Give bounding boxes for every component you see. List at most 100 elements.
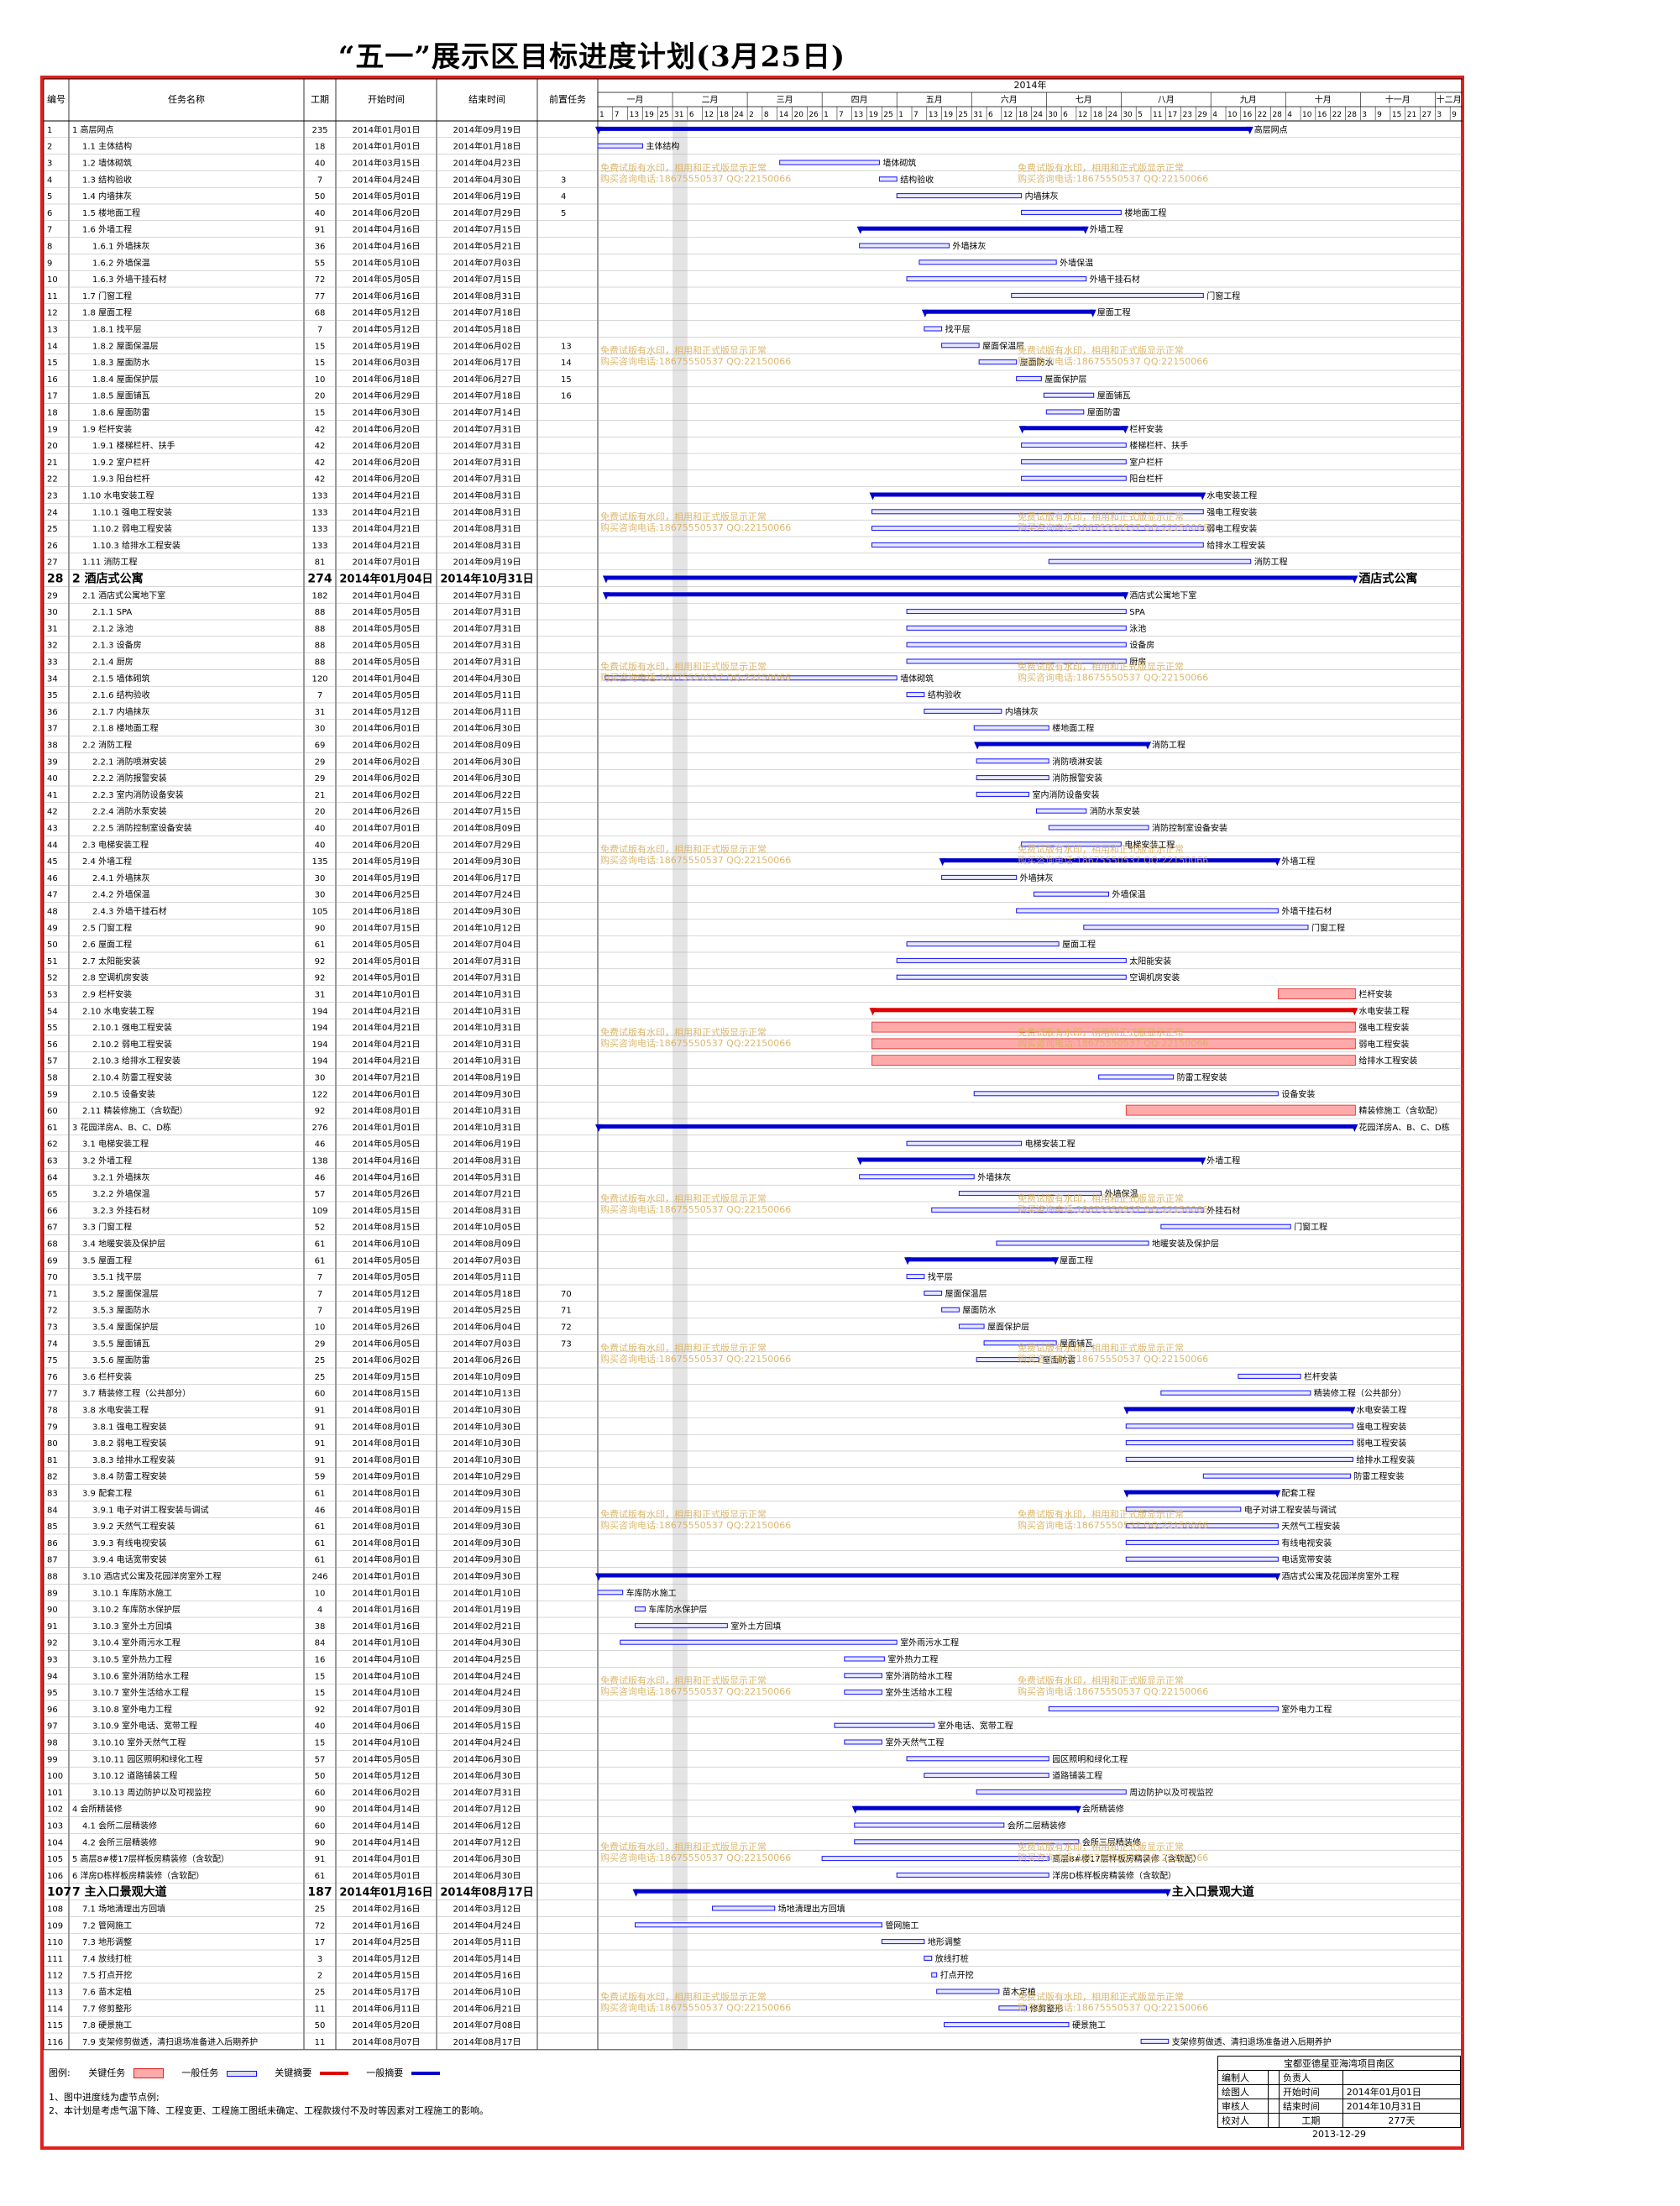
row-name: 3.2 外墙工程 bbox=[82, 1155, 132, 1166]
row-name: 7.2 管网施工 bbox=[82, 1920, 132, 1931]
summary-bar bbox=[859, 226, 1086, 231]
day-tick-label: 30 bbox=[1123, 111, 1133, 119]
row-duration: 50 bbox=[315, 2021, 326, 2030]
row-duration: 18 bbox=[315, 143, 326, 152]
row-end: 2014年08月09日 bbox=[453, 740, 521, 751]
row-id: 8 bbox=[47, 243, 52, 252]
row-end: 2014年06月21日 bbox=[453, 2003, 521, 2014]
row-start: 2014年05月20日 bbox=[353, 2020, 421, 2030]
row-id: 77 bbox=[47, 1390, 58, 1399]
row-duration: 91 bbox=[315, 1423, 326, 1432]
row-name: 1.11 消防工程 bbox=[82, 557, 137, 568]
row-start: 2014年04月21日 bbox=[353, 1005, 421, 1016]
row-start: 2014年05月05日 bbox=[353, 606, 421, 617]
watermark: 购买咨询电话:18675550537 QQ:22150066 bbox=[1018, 854, 1208, 866]
row-id: 116 bbox=[47, 2038, 63, 2047]
row-start: 2014年08月01日 bbox=[353, 1105, 421, 1116]
bar-label: 精装修工程（公共部分） bbox=[1314, 1388, 1406, 1399]
row-name: 1.7 门窗工程 bbox=[82, 291, 132, 301]
row-end: 2014年06月30日 bbox=[453, 1753, 521, 1764]
row-id: 61 bbox=[47, 1124, 58, 1133]
row-end: 2014年09月30日 bbox=[453, 1088, 521, 1099]
row-name: 3.6 栏杆安装 bbox=[82, 1371, 132, 1382]
row-id: 5 bbox=[47, 192, 52, 202]
row-id: 88 bbox=[47, 1573, 58, 1582]
col-header: 任务名称 bbox=[168, 93, 205, 105]
row-start: 2014年01月01日 bbox=[353, 124, 421, 135]
row-duration: 120 bbox=[311, 674, 327, 684]
bar-label: 找平层 bbox=[945, 324, 971, 335]
row-id: 66 bbox=[47, 1207, 58, 1216]
row-duration: 20 bbox=[315, 808, 326, 817]
day-tick-label: 15 bbox=[1392, 111, 1401, 119]
row-start: 2014年04月14日 bbox=[353, 1837, 421, 1847]
row-name: 7.9 支架修剪做透，清扫退场准备进入后期养护 bbox=[82, 2036, 258, 2047]
row-id: 6 bbox=[47, 209, 52, 218]
row-end: 2014年07月12日 bbox=[453, 1804, 521, 1815]
summary-cap bbox=[856, 226, 864, 234]
row-duration: 135 bbox=[311, 857, 327, 867]
row-end: 2014年04月23日 bbox=[453, 158, 521, 169]
day-tick-label: 1 bbox=[599, 111, 604, 119]
bar-label: 栏杆安装 bbox=[1358, 989, 1392, 1000]
task-bar bbox=[973, 725, 1049, 731]
summary-cap bbox=[1274, 1490, 1281, 1498]
row-end: 2014年07月03日 bbox=[453, 1255, 521, 1265]
bar-label: 周边防护以及可视监控 bbox=[1129, 1787, 1213, 1798]
row-name: 3.5.5 屋面铺瓦 bbox=[92, 1338, 150, 1349]
bar-label: 弱电工程安装 bbox=[1358, 1039, 1409, 1050]
row-start: 2014年05月05日 bbox=[353, 689, 421, 700]
day-tick-label: 19 bbox=[644, 111, 654, 119]
task-bar bbox=[1125, 1440, 1353, 1446]
row-end: 2014年10月09日 bbox=[453, 1371, 521, 1382]
row-end: 2014年07月31日 bbox=[453, 457, 521, 468]
row-end: 2014年08月17日 bbox=[440, 1886, 533, 1899]
row-start: 2014年05月19日 bbox=[353, 856, 421, 867]
row-id: 69 bbox=[47, 1256, 58, 1265]
bar-label: 洋房D栋样板房精装修（含软配） bbox=[1052, 1870, 1176, 1881]
row-name: 3.10.7 室外生活给水工程 bbox=[92, 1687, 189, 1698]
row-end: 2014年01月18日 bbox=[453, 141, 521, 152]
legend: 图例: 关键任务 一般任务 关键摘要 一般摘要 bbox=[49, 2066, 455, 2079]
row-end: 2014年09月19日 bbox=[453, 557, 521, 568]
row-start: 2014年01月04日 bbox=[353, 673, 421, 684]
legend-critical-task-swatch bbox=[133, 2068, 164, 2078]
row-duration: 10 bbox=[315, 1589, 326, 1598]
row-duration: 60 bbox=[315, 1390, 326, 1399]
summary-cap bbox=[1164, 1889, 1171, 1897]
row-name: 2.10.1 强电工程安装 bbox=[92, 1022, 172, 1033]
row-end: 2014年10月12日 bbox=[453, 922, 521, 933]
row-duration: 60 bbox=[315, 1822, 326, 1831]
row-name: 7.8 硬景施工 bbox=[82, 2020, 132, 2030]
bar-label: 外墙抹灰 bbox=[977, 1171, 1011, 1182]
row-end: 2014年09月30日 bbox=[453, 1538, 521, 1548]
task-bar bbox=[1125, 1523, 1279, 1529]
task-bar bbox=[871, 509, 1204, 515]
watermark: 免费试版有水印，相用和正式版显示正常 bbox=[600, 1192, 767, 1204]
bar-label: 外墙干挂石材 bbox=[1281, 906, 1332, 917]
row-start: 2014年04月21日 bbox=[353, 1056, 421, 1066]
row-name: 2.1.8 楼地面工程 bbox=[92, 723, 159, 734]
row-id: 73 bbox=[47, 1323, 58, 1333]
watermark: 免费试版有水印，相用和正式版显示正常 bbox=[1018, 843, 1184, 855]
watermark: 购买咨询电话:18675550537 QQ:22150066 bbox=[600, 2001, 791, 2013]
bar-label: 高层网点 bbox=[1254, 124, 1288, 135]
row-id: 33 bbox=[47, 658, 58, 668]
row-start: 2014年05月05日 bbox=[353, 1139, 421, 1150]
row-start: 2014年06月01日 bbox=[353, 723, 421, 734]
row-predecessor: 14 bbox=[561, 359, 572, 368]
bar-label: 电梯安装工程 bbox=[1025, 1139, 1076, 1150]
task-bar bbox=[1202, 1473, 1351, 1479]
watermark: 购买咨询电话:18675550537 QQ:22150066 bbox=[1018, 1852, 1208, 1863]
row-id: 106 bbox=[47, 1872, 63, 1881]
row-duration: 92 bbox=[315, 1706, 326, 1715]
bar-label: 消防工程 bbox=[1152, 740, 1185, 751]
task-bar bbox=[635, 1622, 728, 1628]
task-bar bbox=[1043, 392, 1095, 398]
row-start: 2014年07月21日 bbox=[353, 1072, 421, 1083]
row-end: 2014年07月03日 bbox=[453, 257, 521, 268]
row-end: 2014年10月30日 bbox=[453, 1405, 521, 1416]
bar-label: SPA bbox=[1129, 608, 1145, 617]
row-predecessor: 73 bbox=[561, 1339, 572, 1349]
row-start: 2014年09月01日 bbox=[353, 1471, 421, 1482]
